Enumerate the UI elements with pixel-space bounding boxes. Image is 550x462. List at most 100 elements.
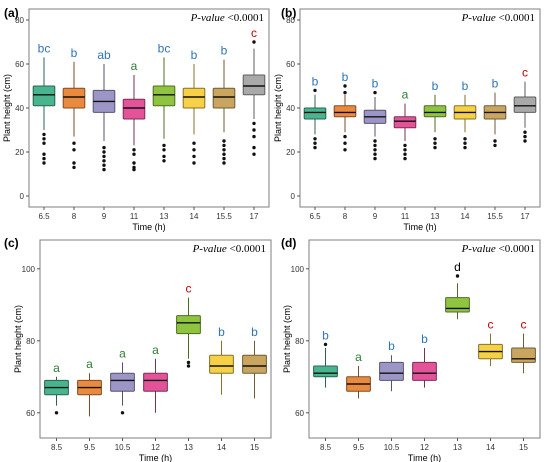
x-tick-label: 10.5 xyxy=(115,443,131,452)
outlier-point xyxy=(222,139,226,143)
x-tick-label: 6.5 xyxy=(38,212,50,221)
x-tick-label: 14 xyxy=(190,212,199,221)
outlier-point xyxy=(523,130,527,134)
p-value-annotation: P-value <0.0001 xyxy=(190,12,264,24)
box-iqr xyxy=(513,96,537,113)
outlier-point xyxy=(523,134,527,139)
outlier-point xyxy=(403,156,407,161)
significance-letter: b xyxy=(462,79,469,93)
outlier-point xyxy=(42,156,46,161)
outlier-point xyxy=(373,156,377,161)
x-axis-label: Time (h) xyxy=(139,453,172,462)
outlier-point xyxy=(343,141,347,145)
box-9: b9 xyxy=(363,77,387,221)
significance-letter: b xyxy=(342,70,349,84)
significance-letter: bc xyxy=(158,41,171,55)
box-iqr xyxy=(176,315,201,335)
panel-c: (c) 60 80 100 Plant height (cm) Time (h) P-val… xyxy=(4,236,272,462)
box-iqr xyxy=(62,87,86,109)
significance-letter: d xyxy=(454,260,461,274)
outlier-point xyxy=(222,148,226,152)
box-9: ab 9 xyxy=(92,48,116,221)
x-tick-label: 9.5 xyxy=(353,443,365,452)
y-tick-label: 60 xyxy=(26,409,35,418)
panel-d: (d) 60 80 100 Plant height (cm) Time (h) P-val… xyxy=(281,236,541,462)
box-8.5: b 8.5 xyxy=(313,328,338,452)
outlier-point xyxy=(313,145,317,150)
x-tick-label: 14 xyxy=(217,443,226,452)
significance-letter: b xyxy=(421,332,428,346)
outlier-point xyxy=(42,152,46,156)
y-tick-label: 0 xyxy=(291,192,296,201)
outlier-point xyxy=(132,161,136,165)
box-9.5: a 9.5 xyxy=(346,350,371,452)
y-axis-label: Plant height (cm) xyxy=(13,305,23,373)
x-tick-label: 13 xyxy=(431,212,440,221)
x-tick-label: 10.5 xyxy=(384,443,400,452)
outlier-point xyxy=(222,152,226,156)
x-tick-label: 11 xyxy=(401,212,410,221)
y-tick-label: 40 xyxy=(15,104,24,113)
y-tick-label: 0 xyxy=(20,192,25,201)
outlier-point xyxy=(132,152,136,156)
box-15.5: b 15.5 xyxy=(483,77,507,221)
outlier-point xyxy=(42,137,46,141)
outlier-point xyxy=(222,156,226,161)
significance-letter: a xyxy=(355,350,362,364)
outlier-point xyxy=(252,128,256,132)
x-tick-label: 9 xyxy=(373,212,378,221)
box-iqr xyxy=(412,361,437,381)
x-tick-label: 11 xyxy=(130,212,139,221)
outlier-point xyxy=(186,364,191,368)
outlier-point xyxy=(252,121,256,126)
outlier-point xyxy=(313,88,317,93)
outlier-point xyxy=(343,84,347,88)
outlier-point xyxy=(463,145,467,150)
box-12: a 12 xyxy=(143,343,168,452)
significance-letter: b xyxy=(71,46,78,60)
box-8.5: a 8.5 xyxy=(44,361,69,452)
x-tick-label: 6.5 xyxy=(309,212,321,221)
significance-letter: ab xyxy=(97,48,111,62)
box-13: d 13 xyxy=(445,260,470,452)
outlier-point xyxy=(455,274,460,278)
y-tick-label: 60 xyxy=(286,60,295,69)
x-tick-label: 13 xyxy=(160,212,169,221)
x-tick-label: 12 xyxy=(420,443,429,452)
significance-letter: b xyxy=(322,328,329,342)
x-axis-label: Time (h) xyxy=(408,453,441,462)
significance-letter: a xyxy=(131,59,138,73)
box-13: b 13 xyxy=(423,79,447,221)
significance-letter: c xyxy=(521,318,527,332)
box-iqr xyxy=(313,365,338,378)
box-14: b 14 xyxy=(182,48,206,221)
box-iqr xyxy=(122,98,146,120)
outlier-point xyxy=(162,143,166,148)
box-iqr xyxy=(423,105,447,118)
box-iqr xyxy=(242,74,266,96)
box-15: b 15 xyxy=(242,325,267,452)
x-axis-label: Time (h) xyxy=(403,222,436,232)
box-13: c 13 xyxy=(176,282,201,452)
box-14: b 14 xyxy=(209,325,234,452)
x-tick-label: 13 xyxy=(453,443,462,452)
significance-letter: a xyxy=(402,88,409,102)
box-14: b 14 xyxy=(453,79,477,221)
outlier-point xyxy=(42,132,46,137)
box-iqr xyxy=(511,347,536,363)
box-12: b 12 xyxy=(412,332,437,452)
outlier-point xyxy=(403,148,407,152)
outlier-point xyxy=(102,154,106,159)
box-iqr xyxy=(32,85,56,107)
outlier-point xyxy=(493,143,497,148)
outlier-point xyxy=(463,141,467,145)
outlier-point xyxy=(192,141,196,145)
box-8: b8 xyxy=(62,46,86,221)
x-tick-label: 8 xyxy=(72,212,77,221)
box-10.5: b 10.5 xyxy=(379,339,404,452)
box-iqr xyxy=(303,107,327,120)
y-tick-label: 20 xyxy=(15,148,24,157)
panel-label: (c) xyxy=(4,236,19,250)
box-11: a 11 xyxy=(393,88,417,221)
